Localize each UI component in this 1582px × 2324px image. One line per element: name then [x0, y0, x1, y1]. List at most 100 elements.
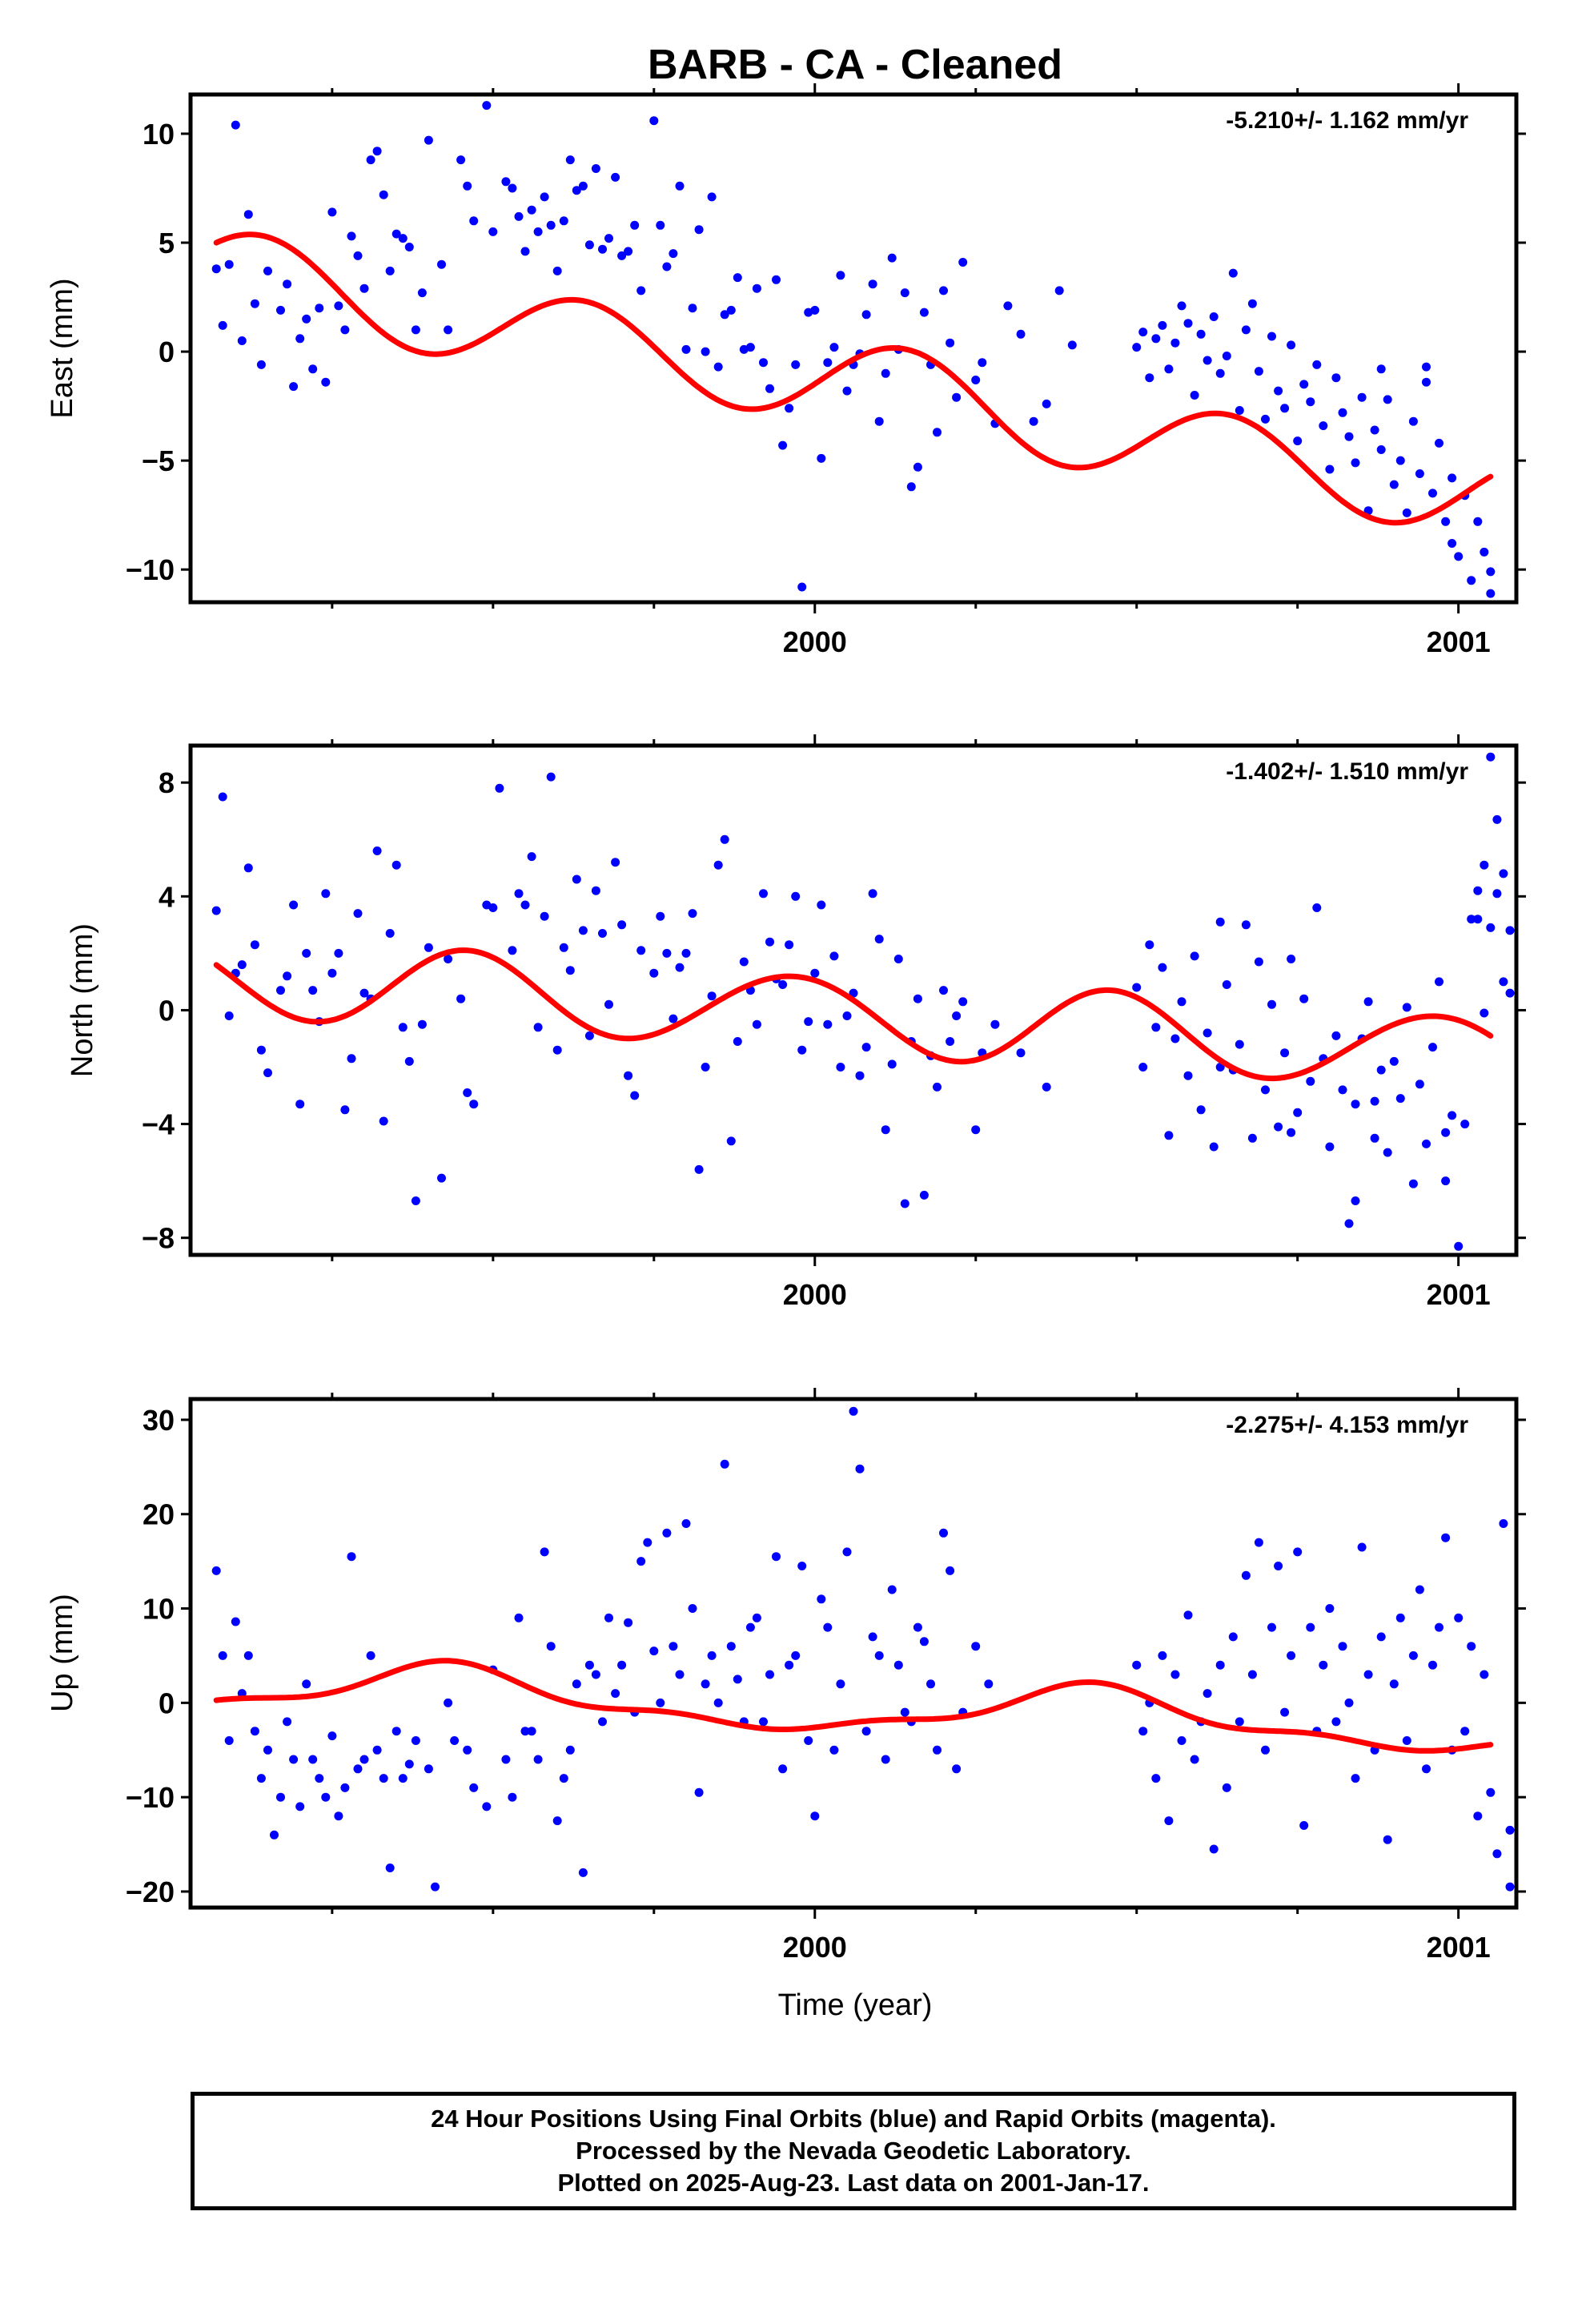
data-point [283, 1717, 292, 1727]
data-point [1370, 425, 1379, 435]
data-point [765, 937, 774, 947]
data-point [334, 301, 343, 311]
data-point [1331, 1031, 1341, 1040]
data-point [1235, 1717, 1244, 1727]
data-point [1467, 915, 1476, 924]
data-point [359, 988, 369, 998]
y-tick-label: 0 [159, 336, 175, 368]
data-point [701, 347, 710, 356]
data-point [1215, 1660, 1225, 1670]
data-point [340, 1783, 350, 1792]
data-point [849, 988, 858, 998]
data-point [933, 428, 942, 437]
data-point [726, 1136, 736, 1146]
data-point [321, 889, 331, 899]
data-point [584, 240, 594, 250]
data-point [624, 1071, 633, 1080]
data-point [372, 147, 382, 156]
data-point [250, 299, 259, 308]
data-point [1395, 456, 1405, 465]
y-tick-label: −8 [142, 1222, 175, 1255]
data-point [1196, 329, 1206, 339]
data-point [1196, 1105, 1206, 1115]
data-point [404, 1759, 414, 1769]
data-point [842, 1011, 852, 1020]
data-point [591, 1670, 600, 1679]
data-point [765, 384, 774, 393]
data-point [1402, 1003, 1411, 1012]
data-point [424, 1764, 433, 1774]
data-point [340, 1105, 350, 1115]
footer-caption-box: 24 Hour Positions Using Final Orbits (bl… [191, 2092, 1516, 2210]
data-point [263, 1745, 272, 1755]
data-point [913, 994, 922, 1003]
y-tick-label: 30 [143, 1404, 175, 1437]
data-point [347, 231, 356, 241]
data-point [752, 1613, 761, 1622]
data-point [829, 951, 839, 961]
data-point [990, 1019, 1000, 1029]
data-point [224, 259, 234, 269]
data-point [1454, 1613, 1464, 1622]
data-point [1480, 860, 1489, 870]
data-point [1473, 517, 1483, 526]
data-point [759, 1717, 768, 1727]
y-tick-label: 0 [159, 994, 175, 1027]
data-point [778, 440, 788, 450]
data-point [559, 1774, 568, 1783]
data-point [817, 453, 826, 463]
data-point [508, 183, 517, 193]
data-point [591, 164, 600, 173]
data-point [617, 1660, 627, 1670]
data-point [372, 846, 382, 855]
data-point [327, 968, 337, 978]
data-point [952, 1011, 962, 1020]
data-point [1383, 395, 1392, 404]
data-point [578, 926, 588, 935]
data-point [366, 1651, 375, 1660]
data-point [1319, 421, 1328, 431]
data-point [1473, 1811, 1483, 1821]
data-point [681, 948, 691, 958]
data-point [1325, 1604, 1335, 1613]
y-tick-label: −4 [142, 1108, 175, 1141]
data-point [546, 220, 556, 230]
data-point [681, 1519, 691, 1528]
data-point [398, 1774, 408, 1783]
y-tick-label: 0 [159, 1687, 175, 1719]
data-point [283, 971, 292, 981]
data-point [726, 305, 736, 315]
data-point [469, 1100, 479, 1109]
data-point [1325, 1142, 1335, 1152]
data-point [391, 1727, 401, 1736]
data-point [1170, 338, 1180, 348]
data-point [1460, 1727, 1470, 1736]
data-point [1486, 923, 1496, 932]
data-point [971, 1642, 981, 1651]
data-point [713, 1698, 723, 1707]
data-point [1287, 1651, 1296, 1660]
data-point [1235, 406, 1244, 415]
data-point [785, 1660, 794, 1670]
data-point [1164, 1131, 1174, 1140]
data-point [656, 220, 665, 230]
data-point [1280, 404, 1290, 413]
data-point [250, 940, 259, 950]
data-point [520, 247, 530, 256]
data-point [1003, 301, 1013, 311]
data-point [1151, 1023, 1161, 1032]
data-point [302, 948, 311, 958]
data-point [900, 1707, 909, 1717]
data-point [1261, 1085, 1270, 1095]
data-point [391, 860, 401, 870]
data-point [662, 262, 672, 271]
data-point [1447, 1111, 1457, 1120]
data-point [707, 991, 717, 1001]
data-point [379, 1116, 388, 1126]
data-point [1428, 1043, 1437, 1052]
data-point [1293, 1108, 1303, 1117]
data-point [887, 1585, 897, 1594]
data-point [578, 1868, 588, 1877]
data-point [1499, 1519, 1508, 1528]
data-point [1435, 438, 1443, 448]
